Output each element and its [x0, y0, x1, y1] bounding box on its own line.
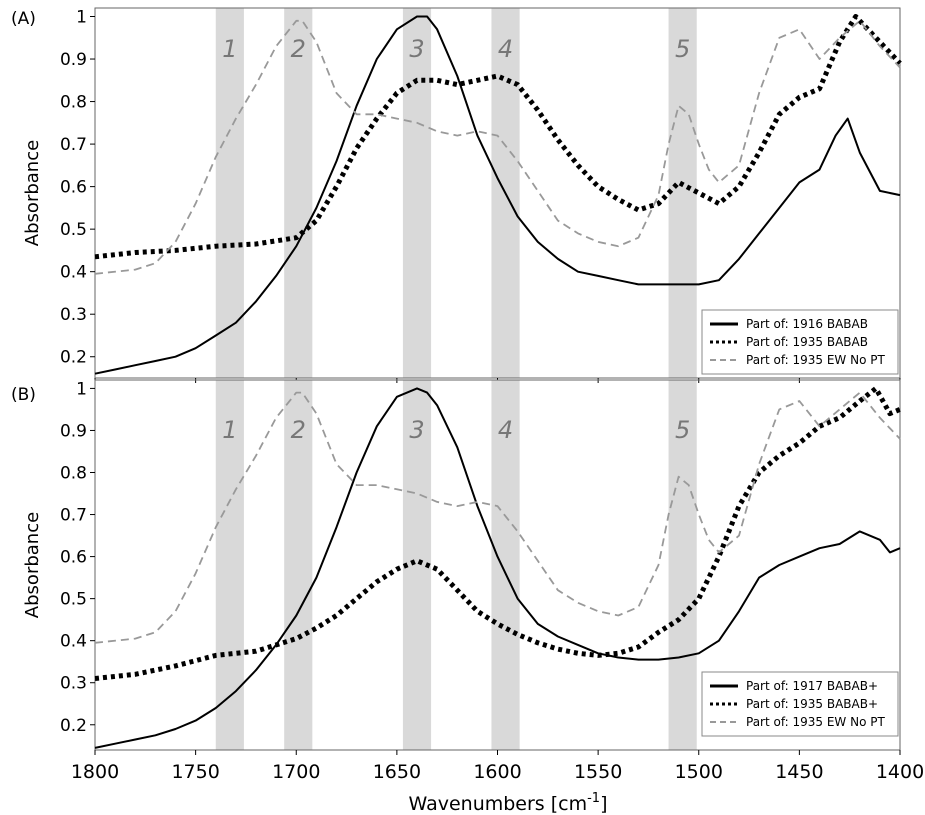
x-axis-label: Wavenumbers [cm-1]	[409, 791, 608, 815]
band-label-4: 4	[498, 416, 513, 444]
y-tick-label: 0.9	[60, 421, 87, 441]
legend-label: Part of: 1935 EW No PT	[746, 353, 885, 367]
band-label-4: 4	[498, 35, 513, 63]
panel-label: (B)	[11, 385, 36, 405]
band-label-2: 2	[291, 35, 306, 63]
x-tick-label: 1650	[373, 761, 421, 783]
y-tick-label: 0.9	[60, 50, 87, 70]
series-line-dashed	[94, 19, 901, 275]
y-tick-label: 0.7	[60, 506, 87, 526]
panel-b: 1 2 3 4 5 0.2 0.3 0.4 0.5 0.6 0.7 0.8 0.9 1 Absorbance…	[11, 379, 924, 783]
y-tick-label: 0.8	[60, 93, 87, 113]
series-line-dashed	[94, 391, 901, 644]
y-tick-label: 1	[76, 8, 87, 28]
y-tick-label: 0.3	[60, 305, 87, 325]
panel-label: (A)	[11, 9, 36, 29]
x-tick-label: 1450	[775, 761, 823, 783]
y-tick-label: 0.6	[60, 178, 87, 198]
y-tick-label: 0.8	[60, 464, 87, 484]
band-5	[668, 380, 697, 750]
y-tick-label: 0.7	[60, 135, 87, 155]
band-5	[668, 8, 697, 378]
band-label-1: 1	[222, 416, 237, 444]
x-tick-label: 1550	[574, 761, 622, 783]
y-tick-label: 0.4	[60, 632, 87, 652]
band-label-1: 1	[222, 35, 237, 63]
band-2	[284, 8, 313, 378]
band-4	[491, 380, 520, 750]
x-tick-label: 1800	[71, 761, 119, 783]
y-tick-label: 0.4	[60, 263, 87, 283]
band-label-3: 3	[409, 416, 424, 444]
band-label-3: 3	[409, 35, 424, 63]
y-axis-label: Absorbance	[22, 512, 43, 618]
y-tick-label: 0.3	[60, 674, 87, 694]
legend-label: Part of: 1916 BABAB	[746, 317, 868, 331]
y-tick-label: 1	[76, 379, 87, 399]
legend-label: Part of: 1935 BABAB	[746, 335, 868, 349]
band-label-5: 5	[675, 416, 690, 444]
legend-label: Part of: 1917 BABAB+	[746, 679, 878, 693]
y-tick-label: 0.6	[60, 548, 87, 568]
x-tick-label: 1700	[272, 761, 320, 783]
band-1	[215, 8, 244, 378]
series-line-dotted	[94, 14, 902, 260]
panel-a: 1 2 3 4 5 0.2 0.3 0.4 0.5 0.6 0.7 0.8 0.9 1 Absorbance…	[11, 7, 902, 383]
x-tick-label: 1750	[171, 761, 219, 783]
y-tick-label: 0.5	[60, 220, 87, 240]
y-axis-label: Absorbance	[22, 140, 43, 246]
series-line-solid	[94, 15, 901, 375]
band-label-5: 5	[675, 35, 690, 63]
x-tick-label: 1400	[876, 761, 924, 783]
x-tick-label: 1600	[473, 761, 521, 783]
y-tick-label: 0.5	[60, 590, 87, 610]
y-tick-label: 0.2	[60, 348, 87, 368]
x-tick-label: 1500	[675, 761, 723, 783]
legend-label: Part of: 1935 BABAB+	[746, 697, 878, 711]
band-label-2: 2	[291, 416, 306, 444]
band-2	[284, 380, 313, 750]
band-3	[402, 8, 432, 378]
series-line-solid	[94, 387, 901, 749]
legend-label: Part of: 1935 EW No PT	[746, 715, 885, 729]
y-tick-label: 0.2	[60, 716, 87, 736]
